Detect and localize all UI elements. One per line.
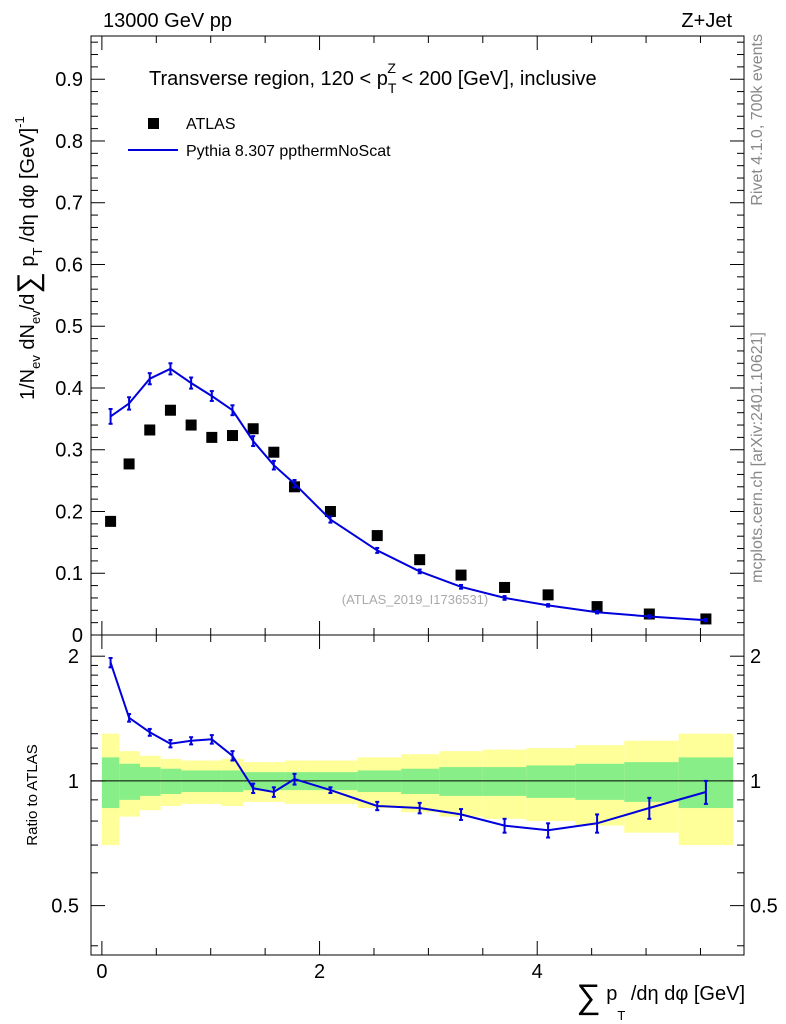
y-tick-label: 0.5 bbox=[55, 316, 83, 338]
ratio-panel bbox=[91, 657, 744, 846]
y-tick-label: 0.1 bbox=[55, 563, 83, 585]
legend-atlas-marker bbox=[148, 118, 159, 129]
atlas-data-point bbox=[144, 424, 156, 436]
atlas-data-point bbox=[206, 431, 218, 443]
atlas-data-point bbox=[247, 423, 259, 435]
legend-pythia-label: Pythia 8.307 ppthermNoScat bbox=[186, 143, 391, 160]
ratio-y-axis-label: Ratio to ATLAS bbox=[24, 744, 41, 845]
atlas-data-point bbox=[105, 515, 117, 527]
y-tick-label: 0.2 bbox=[55, 501, 83, 523]
atlas-data-point bbox=[643, 608, 655, 620]
ratio-band-inner bbox=[139, 767, 161, 796]
ratio-band-inner bbox=[101, 757, 120, 809]
ratio-y-tick-label-right: 1 bbox=[750, 771, 761, 793]
y-tick-label: 0.7 bbox=[55, 193, 83, 215]
atlas-data-point bbox=[185, 419, 197, 431]
atlas-data-point bbox=[591, 601, 603, 613]
atlas-data-point bbox=[123, 458, 135, 470]
ratio-band-inner bbox=[526, 765, 576, 798]
ratio-band-inner bbox=[624, 762, 679, 802]
ratio-band-inner bbox=[119, 763, 140, 800]
ratio-frame bbox=[90, 634, 745, 956]
ratio-y-tick-label-right: 2 bbox=[750, 646, 761, 668]
mcplots-credit-label: mcplots.cern.ch [arXiv:2401.10621] bbox=[749, 332, 766, 583]
ratio-axes: 0 2 4 0.5 0.5 1 1 2 2 bbox=[51, 634, 778, 983]
atlas-data-point bbox=[542, 589, 554, 601]
atlas-data-point bbox=[414, 554, 426, 566]
legend: ATLAS Pythia 8.307 ppthermNoScat bbox=[128, 116, 391, 160]
ratio-y-tick-label-right: 0.5 bbox=[750, 896, 778, 918]
plot-title: Transverse region, 120 < pTZ < 200 [GeV]… bbox=[149, 60, 597, 96]
atlas-data-point bbox=[324, 505, 336, 517]
header-energy-label: 13000 GeV pp bbox=[103, 10, 232, 32]
atlas-data-point bbox=[226, 430, 238, 442]
y-tick-label: 0.4 bbox=[55, 378, 83, 400]
y-tick-label: 0.8 bbox=[55, 131, 83, 153]
y-tick-label: 0.9 bbox=[55, 69, 83, 91]
x-tick-label: 0 bbox=[96, 961, 107, 983]
y-tick-label: 0.6 bbox=[55, 254, 83, 276]
ratio-y-tick-label: 0.5 bbox=[51, 896, 79, 918]
x-axis-label: ∑ pT /dη dφ [GeV] bbox=[576, 978, 745, 1023]
atlas-data-point bbox=[499, 581, 511, 593]
ratio-band-inner bbox=[439, 767, 483, 796]
main-panel bbox=[105, 362, 712, 625]
y-axis-label: 1/Nev dNev/d∑ pT /dη dφ [GeV]-1 bbox=[12, 116, 45, 400]
y-tick-label: 0.3 bbox=[55, 440, 83, 462]
mc-line bbox=[110, 367, 706, 622]
ratio-band-inner bbox=[482, 767, 527, 796]
atlas-data-point bbox=[164, 404, 176, 416]
analysis-watermark: (ATLAS_2019_I1736531) bbox=[342, 592, 488, 607]
x-tick-label: 2 bbox=[314, 961, 325, 983]
atlas-data-point bbox=[455, 569, 467, 581]
ratio-y-tick-label: 1 bbox=[68, 771, 79, 793]
svg-text:1/Nev dNev/d∑ pT /dη dφ [GeV]: 1/Nev dNev/d∑ pT /dη dφ [GeV]-1 bbox=[12, 116, 45, 400]
atlas-data-point bbox=[371, 530, 383, 542]
rivet-version-label: Rivet 4.1.0, 700k events bbox=[749, 34, 766, 206]
svg-text:∑ pT /dη dφ [GeV]: ∑ pT /dη dφ [GeV] bbox=[576, 978, 745, 1023]
atlas-data-point bbox=[268, 446, 280, 458]
header-process-label: Z+Jet bbox=[681, 10, 732, 32]
y-tick-label: 0 bbox=[72, 625, 83, 647]
ratio-y-tick-label: 2 bbox=[68, 646, 79, 668]
x-tick-label: 4 bbox=[532, 961, 543, 983]
ratio-band-inner bbox=[575, 763, 625, 800]
legend-atlas-label: ATLAS bbox=[186, 116, 236, 133]
